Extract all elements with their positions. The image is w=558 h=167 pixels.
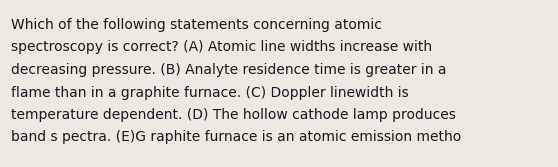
Text: band s pectra. (E)G raphite furnace is an atomic emission metho: band s pectra. (E)G raphite furnace is a…	[11, 130, 461, 144]
Text: flame than in a graphite furnace. (C) Doppler linewidth is: flame than in a graphite furnace. (C) Do…	[11, 86, 409, 100]
Text: Which of the following statements concerning atomic: Which of the following statements concer…	[11, 18, 382, 32]
Text: decreasing pressure. (B) Analyte residence time is greater in a: decreasing pressure. (B) Analyte residen…	[11, 63, 446, 77]
Text: spectroscopy is correct? (A) Atomic line widths increase with: spectroscopy is correct? (A) Atomic line…	[11, 41, 432, 54]
Text: temperature dependent. (D) The hollow cathode lamp produces: temperature dependent. (D) The hollow ca…	[11, 108, 456, 122]
